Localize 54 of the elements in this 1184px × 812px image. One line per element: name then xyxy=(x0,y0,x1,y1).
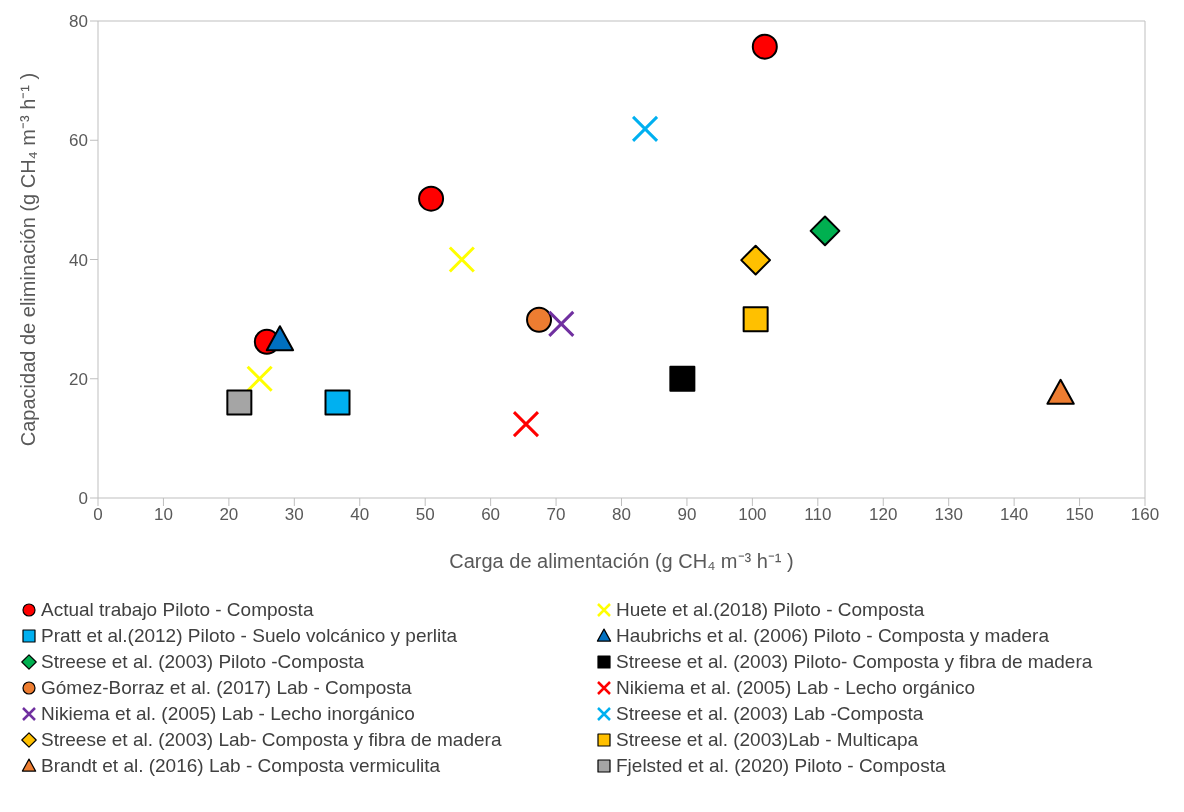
legend-label: Huete et al.(2018) Piloto - Composta xyxy=(616,599,925,621)
x-tick-label: 150 xyxy=(1065,505,1094,525)
x-tick-label: 50 xyxy=(415,505,435,525)
x-tick-label: 60 xyxy=(481,505,501,525)
x-tick-label: 20 xyxy=(219,505,239,525)
point xyxy=(226,389,253,416)
x-tick-label: 120 xyxy=(869,505,898,525)
y-tick-label: 40 xyxy=(69,250,88,270)
x-tick-label: 0 xyxy=(93,505,103,525)
x-tick-label: 10 xyxy=(153,505,173,525)
x-tick-label: 80 xyxy=(612,505,631,525)
x-tick-label: 40 xyxy=(350,505,370,525)
point xyxy=(1046,378,1075,405)
point xyxy=(740,244,772,276)
point xyxy=(631,115,659,143)
y-tick-label: 80 xyxy=(69,12,88,32)
point xyxy=(418,185,445,212)
point xyxy=(512,410,540,438)
legend-label: Streese et al. (2003)Lab - Multicapa xyxy=(616,729,919,751)
point xyxy=(751,33,778,60)
legend-label: Pratt et al.(2012) Piloto - Suelo volcánico y perlita xyxy=(41,625,458,647)
x-tick-label: 70 xyxy=(546,505,566,525)
legend-label: Streese et al. (2003) Lab- Composta y fibra de madera xyxy=(41,729,502,751)
legend-label: Fjelsted et al. (2020) Piloto - Composta xyxy=(616,755,946,777)
point xyxy=(265,325,295,352)
point xyxy=(246,365,274,393)
legend-label: Streese et al. (2003) Lab -Composta xyxy=(616,703,924,725)
point xyxy=(742,306,769,333)
y-tick-label: 0 xyxy=(78,489,88,509)
point xyxy=(547,310,575,338)
legend-label: Nikiema et al. (2005) Lab - Lecho inorgánico xyxy=(41,703,415,725)
x-tick-label: 110 xyxy=(804,505,832,525)
x-tick-label: 130 xyxy=(934,505,963,525)
x-tick-label: 90 xyxy=(677,505,697,525)
legend-label: Streese et al. (2003) Piloto- Composta y fibra de madera xyxy=(616,651,1093,673)
point xyxy=(669,365,696,392)
x-axis-title: Carga de alimentación (g CH₄ m⁻³ h⁻¹ ) xyxy=(449,550,794,572)
x-tick-label: 100 xyxy=(738,505,767,525)
point xyxy=(526,306,553,333)
point xyxy=(324,389,351,416)
legend-label: Brandt et al. (2016) Lab - Composta vermiculita xyxy=(41,755,441,777)
y-tick-label: 20 xyxy=(69,369,88,389)
legend-label: Nikiema et al. (2005) Lab - Lecho orgánico xyxy=(616,677,976,699)
legend-label: Haubrichs et al. (2006) Piloto - Composta y madera xyxy=(616,625,1049,647)
point xyxy=(448,246,476,273)
y-tick-label: 60 xyxy=(69,131,88,151)
legend-label: Streese et al. (2003) Piloto -Composta xyxy=(41,651,365,673)
legend-label: Actual trabajo Piloto - Composta xyxy=(41,599,314,621)
x-tick-label: 30 xyxy=(284,505,304,525)
point xyxy=(809,215,841,247)
x-tick-label: 140 xyxy=(999,505,1029,525)
legend-label: Gómez-Borraz et al. (2017) Lab - Composta xyxy=(41,677,412,699)
y-axis-title: Capacidad de eliminación (g CH₄ m⁻³ h⁻¹ ) xyxy=(17,72,40,447)
x-tick-label: 160 xyxy=(1130,505,1160,525)
